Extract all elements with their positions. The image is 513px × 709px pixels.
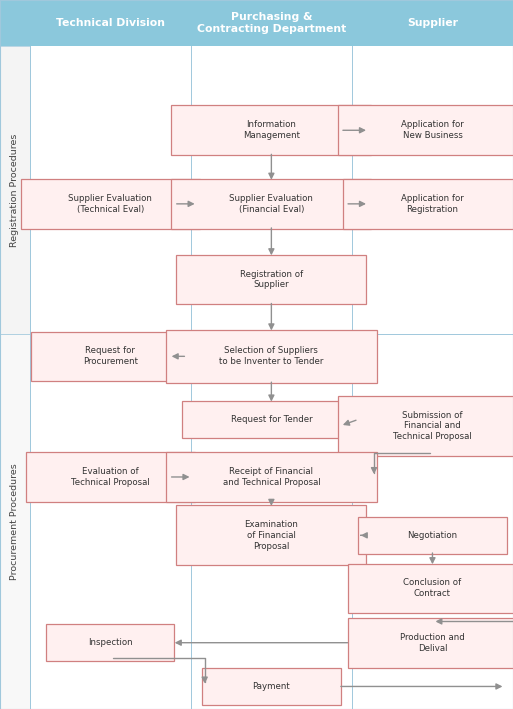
Text: Selection of Suppliers
to be Inventer to Tender: Selection of Suppliers to be Inventer to… [219,347,324,367]
FancyBboxPatch shape [348,564,513,613]
Text: Receipt of Financial
and Technical Proposal: Receipt of Financial and Technical Propo… [223,467,320,487]
Text: Production and
Delival: Production and Delival [400,633,465,652]
Text: Purchasing &
Contracting Department: Purchasing & Contracting Department [197,12,346,34]
Text: Technical Division: Technical Division [56,18,165,28]
Text: Procurement Procedures: Procurement Procedures [10,464,19,580]
FancyBboxPatch shape [202,668,341,705]
Text: Registration of
Supplier: Registration of Supplier [240,269,303,289]
Text: Supplier Evaluation
(Financial Eval): Supplier Evaluation (Financial Eval) [229,194,313,213]
Text: Application for
Registration: Application for Registration [401,194,464,213]
FancyBboxPatch shape [31,332,190,381]
FancyBboxPatch shape [182,401,361,437]
FancyBboxPatch shape [343,179,513,229]
Text: Inspection: Inspection [88,638,132,647]
Text: Evaluation of
Technical Proposal: Evaluation of Technical Proposal [71,467,150,487]
FancyBboxPatch shape [171,106,371,155]
Text: Request for
Procurement: Request for Procurement [83,347,138,367]
Text: Submission of
Financial and
Technical Proposal: Submission of Financial and Technical Pr… [393,411,472,441]
Text: Request for Tender: Request for Tender [230,415,312,424]
Text: Supplier: Supplier [407,18,458,28]
Bar [0,0,30,46]
Text: Information
Management: Information Management [243,121,300,140]
Bar [0,335,30,709]
Text: Supplier Evaluation
(Technical Eval): Supplier Evaluation (Technical Eval) [68,194,152,213]
FancyBboxPatch shape [338,106,513,155]
FancyBboxPatch shape [358,517,507,554]
FancyBboxPatch shape [21,179,200,229]
FancyBboxPatch shape [166,330,377,383]
FancyBboxPatch shape [46,624,174,661]
Bar [0,46,30,335]
Bar [352,0,513,46]
Bar [191,0,352,46]
FancyBboxPatch shape [166,452,377,502]
Text: Examination
of Financial
Proposal: Examination of Financial Proposal [244,520,299,551]
Text: Registration Procedures: Registration Procedures [10,133,19,247]
FancyBboxPatch shape [176,506,366,566]
Text: Conclusion of
Contract: Conclusion of Contract [403,579,462,598]
Bar [30,0,191,46]
Text: Payment: Payment [252,682,290,691]
FancyBboxPatch shape [348,618,513,668]
FancyBboxPatch shape [171,179,371,229]
Text: Application for
New Business: Application for New Business [401,121,464,140]
Text: Negotiation: Negotiation [407,531,458,540]
FancyBboxPatch shape [26,452,195,502]
FancyBboxPatch shape [176,255,366,304]
FancyBboxPatch shape [338,396,513,456]
